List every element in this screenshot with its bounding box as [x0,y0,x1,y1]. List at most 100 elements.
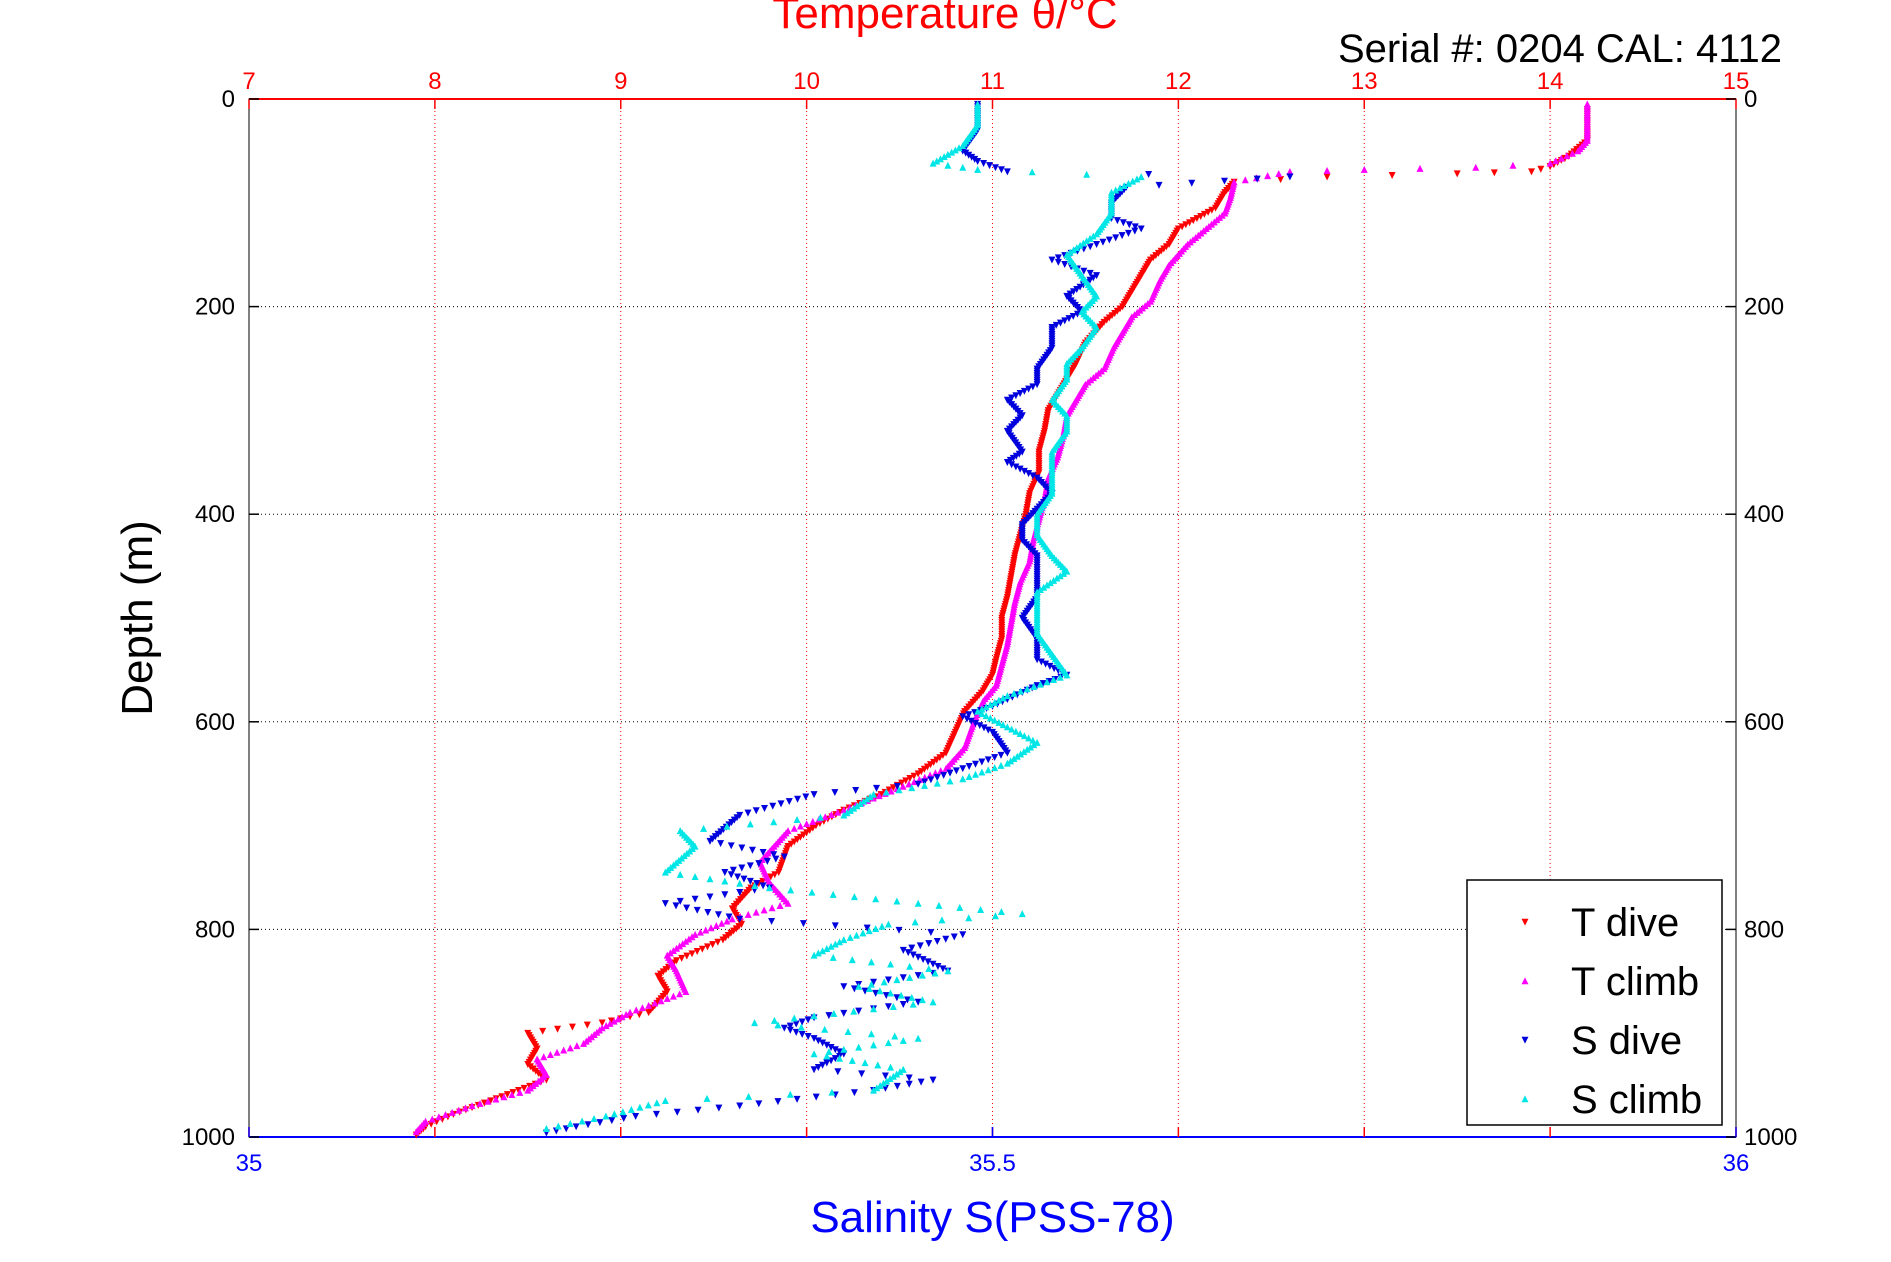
data-point [1563,152,1571,160]
data-point [717,840,725,848]
data-point [1093,241,1101,248]
data-point [1027,743,1034,751]
data-point [893,1070,901,1078]
data-point [751,881,759,889]
data-point [1112,234,1120,242]
data-point [914,780,922,788]
data-point [977,906,985,913]
data-point [876,1082,884,1089]
data-point [698,945,706,953]
data-point [1557,154,1565,162]
data-point [1028,168,1036,176]
legend-marker [1521,918,1529,926]
data-point [1086,234,1094,242]
data-point [1125,221,1133,229]
data-point [442,1111,449,1119]
data-point [991,912,999,920]
data-point [1036,586,1044,594]
data-point [727,871,735,879]
data-point [991,698,999,706]
data-point [786,1026,794,1034]
data-point [887,1063,895,1071]
data-point [814,949,822,957]
data-point [676,870,684,878]
data-point [917,1078,925,1086]
data-point [997,761,1005,769]
data-points [412,100,1591,1139]
data-point [906,973,914,981]
data-point [846,806,854,814]
data-point [1118,232,1126,240]
data-point [830,1009,838,1017]
data-point [703,1094,711,1102]
data-point [816,813,824,821]
data-point [974,165,982,173]
data-point [865,927,873,935]
data-point [702,926,710,934]
data-point [1056,673,1064,681]
data-point [884,976,892,984]
data-point [884,920,892,928]
data-point [610,1110,618,1118]
data-point [546,1051,554,1059]
data-point [884,1039,892,1047]
data-point [1537,165,1545,173]
data-point [959,163,967,171]
data-point [997,166,1005,174]
data-point [790,824,798,832]
data-point [802,793,810,801]
data-point [925,940,933,948]
data-point [755,1100,763,1108]
data-point [1054,254,1062,262]
data-point [608,1117,616,1125]
data-point [760,906,768,914]
data-point [893,782,901,790]
data-point [598,1019,606,1027]
data-point [542,1125,550,1132]
data-point [991,164,999,172]
data-point [1137,225,1145,233]
data-point [500,1093,508,1101]
data-point [718,919,726,927]
data-point [933,779,941,787]
data-point [1007,757,1015,765]
data-point [1086,243,1094,251]
data-point [590,1115,598,1123]
data-point [950,933,958,941]
data-point [785,798,793,806]
data-point [936,155,944,163]
data-point [578,1117,586,1125]
data-point [986,162,994,170]
data-point [909,951,917,959]
data-point [693,906,701,914]
data-point [1012,727,1020,735]
data-point [882,788,890,796]
data-point [553,1048,561,1056]
data-point [836,938,844,946]
data-point [661,1096,669,1104]
data-point [1089,232,1097,240]
data-point [1016,729,1024,737]
data-point [435,1113,443,1121]
data-point [965,772,973,780]
data-point [853,802,861,810]
data-point [834,1068,842,1076]
temperature-tick-label: 9 [614,68,627,95]
data-point [632,1112,640,1120]
data-point [959,931,967,939]
data-point [809,817,817,825]
data-point [914,899,922,907]
data-point [883,1077,891,1085]
data-point [863,795,871,803]
data-point [1010,755,1018,763]
data-point [1113,217,1121,225]
data-point [1069,246,1077,254]
data-point [682,988,690,995]
data-point [596,1119,604,1127]
data-point [829,953,837,961]
data-point [940,153,948,161]
data-point [759,848,767,856]
data-point [874,1061,882,1069]
data-point [1017,687,1025,695]
